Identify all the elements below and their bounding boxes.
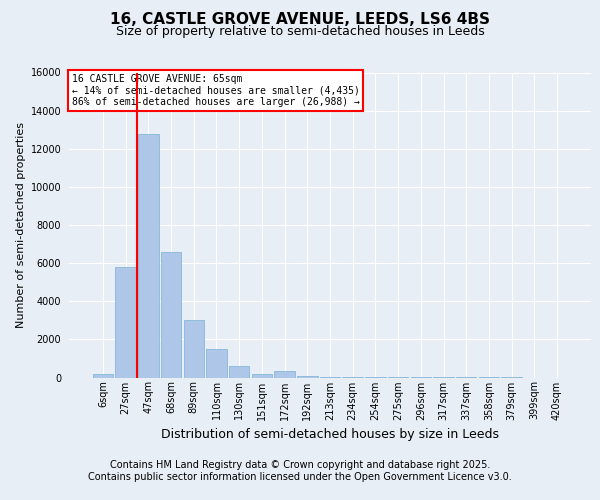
Bar [251,374,272,378]
Text: Contains public sector information licensed under the Open Government Licence v3: Contains public sector information licen… [88,472,512,482]
Bar [115,267,136,378]
Bar [138,134,158,378]
Text: 16 CASTLE GROVE AVENUE: 65sqm
← 14% of semi-detached houses are smaller (4,435)
: 16 CASTLE GROVE AVENUE: 65sqm ← 14% of s… [71,74,359,107]
Text: Contains HM Land Registry data © Crown copyright and database right 2025.: Contains HM Land Registry data © Crown c… [110,460,490,470]
Bar [93,374,113,378]
Bar [229,366,250,378]
Bar [161,252,181,378]
X-axis label: Distribution of semi-detached houses by size in Leeds: Distribution of semi-detached houses by … [161,428,499,441]
Bar [297,376,317,378]
Bar [184,320,204,378]
Bar [320,376,340,378]
Bar [274,371,295,378]
Bar [343,377,363,378]
Text: Size of property relative to semi-detached houses in Leeds: Size of property relative to semi-detach… [116,25,484,38]
Text: 16, CASTLE GROVE AVENUE, LEEDS, LS6 4BS: 16, CASTLE GROVE AVENUE, LEEDS, LS6 4BS [110,12,490,28]
Y-axis label: Number of semi-detached properties: Number of semi-detached properties [16,122,26,328]
Bar [206,349,227,378]
